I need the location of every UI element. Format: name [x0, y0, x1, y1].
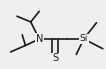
Text: Si: Si: [80, 34, 88, 43]
Text: N: N: [36, 34, 43, 44]
Text: S: S: [52, 53, 58, 63]
